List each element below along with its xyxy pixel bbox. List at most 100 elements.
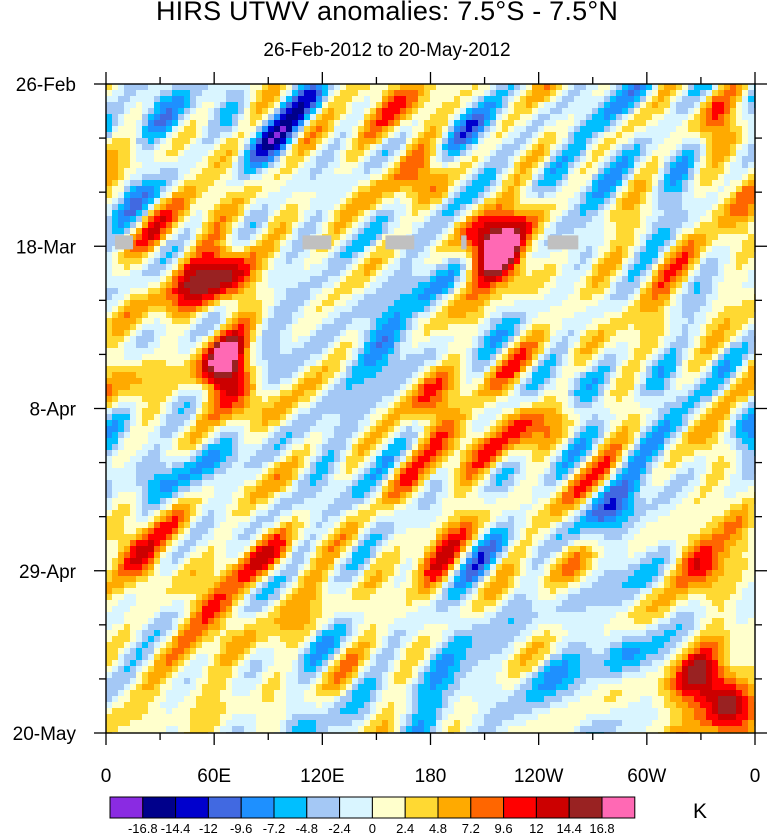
heatmap-cell	[328, 300, 335, 307]
heatmap-cell	[154, 336, 161, 343]
heatmap-cell	[532, 168, 539, 175]
heatmap-cell	[106, 282, 113, 289]
heatmap-cell	[466, 180, 473, 187]
heatmap-cell	[646, 336, 653, 343]
heatmap-cell	[646, 90, 653, 97]
heatmap-cell	[256, 114, 263, 121]
heatmap-cell	[496, 84, 503, 91]
heatmap-cell	[400, 156, 407, 163]
heatmap-cell	[142, 354, 149, 361]
heatmap-cell	[214, 306, 221, 313]
heatmap-cell	[730, 132, 737, 139]
heatmap-cell	[646, 300, 653, 307]
heatmap-cell	[574, 120, 581, 127]
heatmap-cell	[208, 204, 215, 211]
heatmap-cell	[364, 342, 371, 349]
heatmap-cell	[202, 186, 209, 193]
heatmap-cell	[406, 282, 413, 289]
heatmap-cell	[664, 300, 671, 307]
heatmap-cell	[112, 276, 119, 283]
heatmap-cell	[400, 318, 407, 325]
heatmap-cell	[484, 114, 491, 121]
heatmap-cell	[658, 102, 665, 109]
heatmap-cell	[508, 84, 515, 91]
heatmap-cell	[244, 180, 251, 187]
heatmap-cell	[724, 330, 731, 337]
heatmap-cell	[730, 336, 737, 343]
heatmap-cell	[748, 348, 755, 355]
heatmap-cell	[544, 234, 551, 241]
heatmap-cell	[502, 204, 509, 211]
heatmap-cell	[502, 342, 509, 349]
heatmap-cell	[598, 132, 605, 139]
heatmap-cell	[448, 222, 455, 229]
heatmap-cell	[124, 258, 131, 265]
heatmap-cell	[370, 276, 377, 283]
heatmap-cell	[400, 312, 407, 319]
heatmap-cell	[250, 348, 257, 355]
heatmap-cell	[274, 186, 281, 193]
heatmap-cell	[358, 114, 365, 121]
heatmap-cell	[262, 216, 269, 223]
heatmap-cell	[214, 96, 221, 103]
heatmap-cell	[598, 228, 605, 235]
heatmap-cell	[736, 192, 743, 199]
heatmap-cell	[550, 348, 557, 355]
heatmap-cell	[556, 114, 563, 121]
heatmap-cell	[652, 348, 659, 355]
heatmap-cell	[262, 318, 269, 325]
heatmap-cell	[244, 300, 251, 307]
heatmap-cell	[106, 306, 113, 313]
heatmap-cell	[454, 96, 461, 103]
heatmap-cell	[448, 252, 455, 259]
heatmap-cell	[214, 84, 221, 91]
heatmap-cell	[250, 318, 257, 325]
heatmap-cell	[250, 330, 257, 337]
heatmap-cell	[610, 168, 617, 175]
heatmap-cell	[340, 204, 347, 211]
heatmap-cell	[328, 348, 335, 355]
heatmap-cell	[448, 312, 455, 319]
heatmap-cell	[382, 168, 389, 175]
heatmap-cell	[214, 318, 221, 325]
heatmap-cell	[250, 132, 257, 139]
heatmap-cell	[208, 264, 215, 271]
heatmap-cell	[376, 210, 383, 217]
heatmap-cell	[190, 90, 197, 97]
heatmap-cell	[478, 252, 485, 259]
heatmap-cell	[292, 216, 299, 223]
heatmap-cell	[274, 336, 281, 343]
heatmap-cell	[376, 144, 383, 151]
heatmap-cell	[646, 168, 653, 175]
heatmap-cell	[268, 276, 275, 283]
heatmap-cell	[172, 342, 179, 349]
heatmap-cell	[382, 282, 389, 289]
heatmap-cell	[304, 192, 311, 199]
heatmap-cell	[580, 234, 587, 241]
heatmap-cell	[406, 138, 413, 145]
heatmap-cell	[382, 156, 389, 163]
heatmap-cell	[448, 96, 455, 103]
heatmap-cell	[484, 204, 491, 211]
heatmap-cell	[184, 354, 191, 361]
heatmap-cell	[394, 174, 401, 181]
heatmap-cell	[214, 348, 221, 355]
heatmap-cell	[646, 102, 653, 109]
heatmap-cell	[298, 252, 305, 259]
heatmap-cell	[118, 198, 125, 205]
heatmap-cell	[460, 258, 467, 265]
heatmap-cell	[334, 294, 341, 301]
heatmap-cell	[412, 198, 419, 205]
heatmap-cell	[136, 96, 143, 103]
heatmap-cell	[406, 354, 413, 361]
heatmap-cell	[514, 198, 521, 205]
heatmap-cell	[712, 180, 719, 187]
heatmap-cell	[646, 198, 653, 205]
heatmap-cell	[448, 270, 455, 277]
heatmap-cell	[394, 288, 401, 295]
heatmap-cell	[646, 342, 653, 349]
heatmap-cell	[622, 120, 629, 127]
heatmap-cell	[694, 120, 701, 127]
heatmap-cell	[148, 192, 155, 199]
heatmap-cell	[544, 348, 551, 355]
